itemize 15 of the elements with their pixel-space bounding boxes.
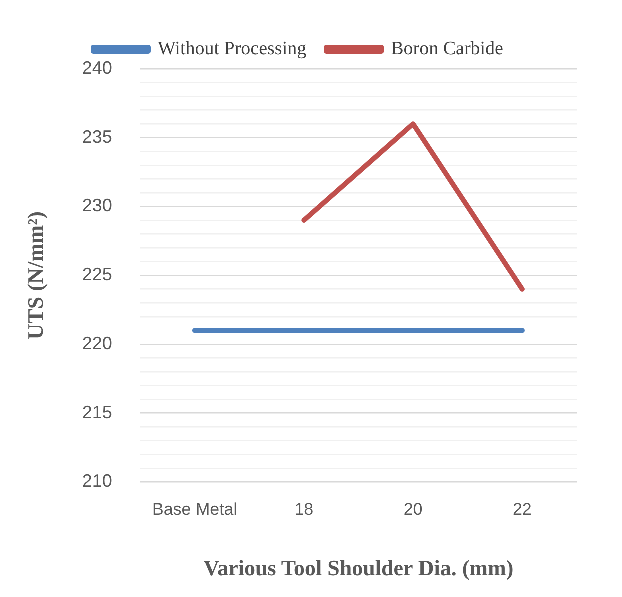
y-tick-label: 235: [82, 126, 112, 147]
y-tick-label: 210: [82, 471, 112, 492]
legend-label: Boron Carbide: [391, 38, 504, 60]
y-tick-label: 230: [82, 196, 112, 216]
x-tick-label: Base Metal: [152, 500, 238, 520]
legend-label: Without Processing: [158, 38, 308, 60]
y-tick-label: 225: [82, 264, 112, 285]
y-tick-label: 240: [82, 58, 112, 78]
x-tick-label: 18: [294, 500, 314, 520]
x-tick-label: 22: [512, 500, 532, 520]
y-tick-label: 215: [82, 402, 112, 422]
x-tick-label: 20: [404, 500, 423, 520]
x-axis-title: Various Tool Shoulder Dia. (mm): [204, 555, 514, 580]
y-tick-label: 220: [82, 333, 112, 354]
y-axis-title: UTS (N/mm²): [22, 212, 48, 340]
